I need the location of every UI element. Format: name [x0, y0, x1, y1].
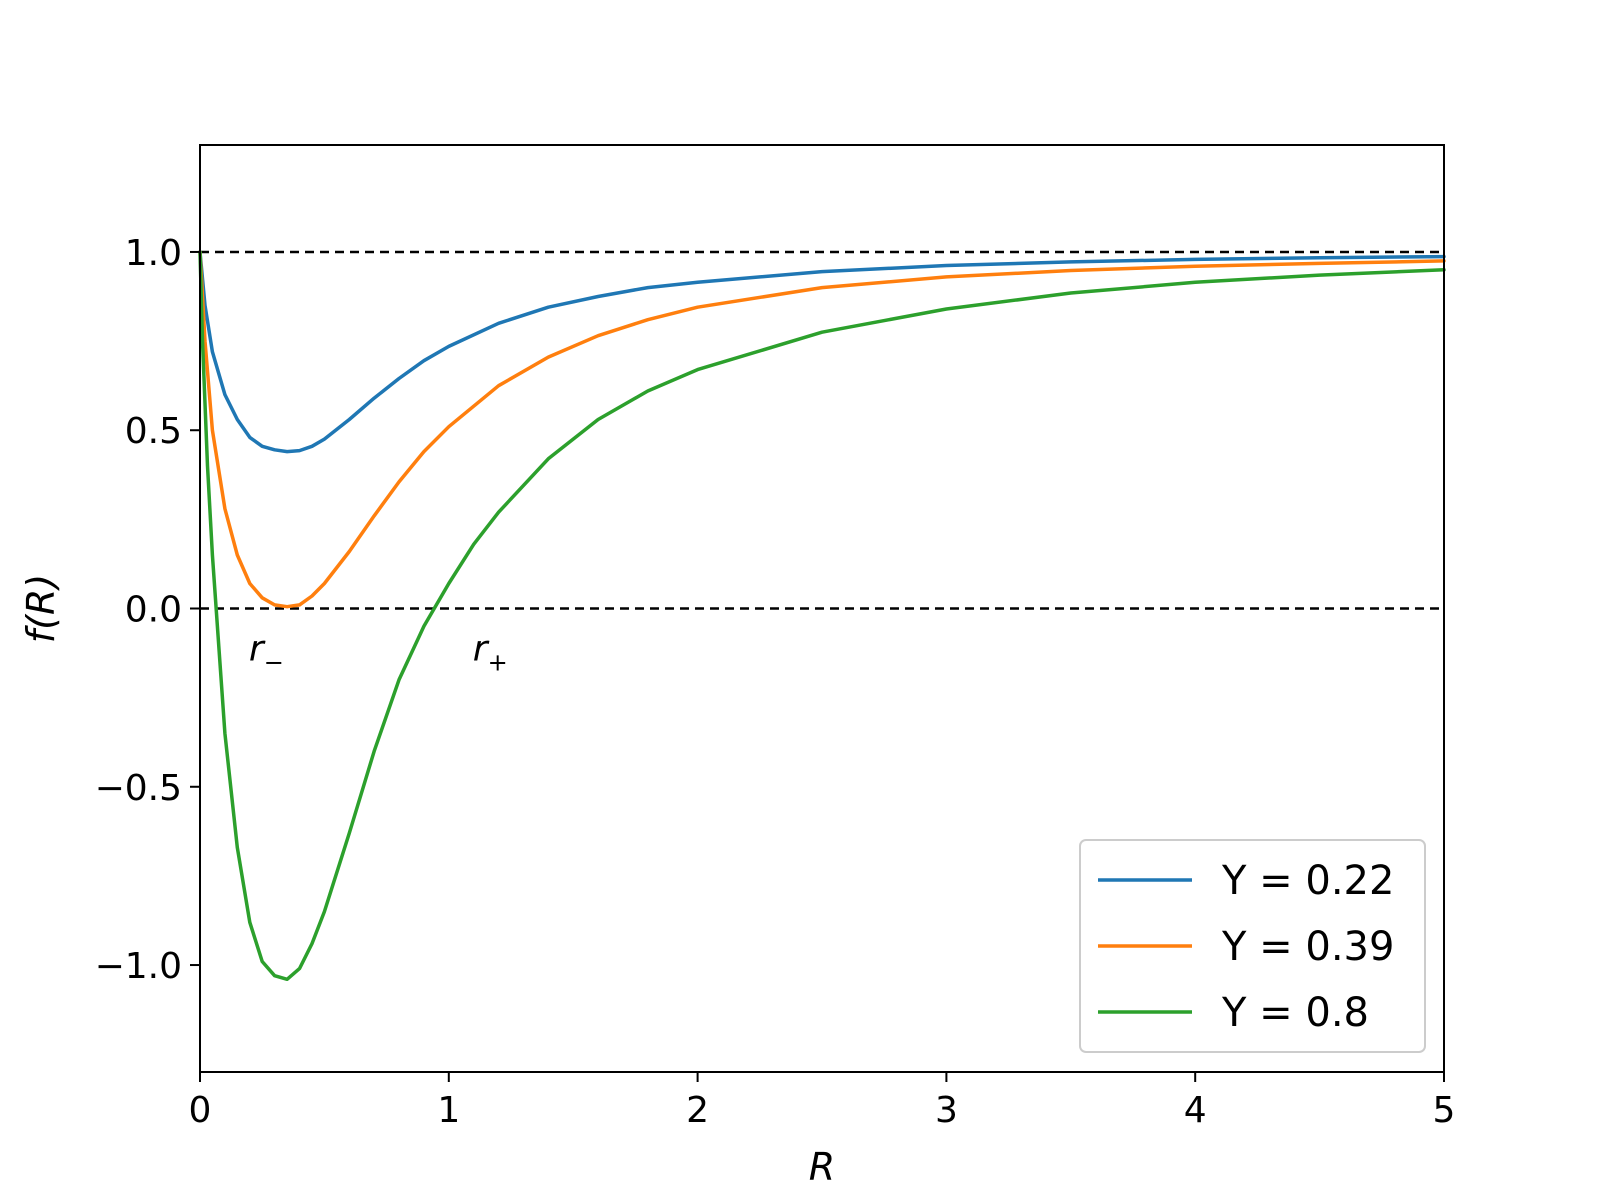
reference-lines — [200, 250, 1444, 610]
legend: Y = 0.22 Y = 0.39 Y = 0.8 — [1079, 839, 1426, 1053]
x-axis-label: R — [809, 1145, 835, 1189]
annotation-0: r− — [249, 629, 284, 677]
y-axis-label: f(R) — [19, 574, 63, 643]
annotation-1: r+ — [473, 629, 508, 677]
x-tick-label: 3 — [935, 1090, 958, 1131]
y-tick-label: −1.0 — [95, 946, 182, 987]
x-tick-label: 5 — [1433, 1090, 1456, 1131]
x-tick-label: 1 — [437, 1090, 460, 1131]
annotations: r− r+ — [249, 629, 508, 677]
x-tick-label: 4 — [1184, 1090, 1207, 1131]
y-tick-label: 0.0 — [125, 590, 182, 631]
x-tick-label: 2 — [686, 1090, 709, 1131]
x-axis: 0 1 2 3 4 5 — [189, 1072, 1456, 1131]
series-line-0 — [198, 250, 1446, 454]
series-line-1 — [198, 250, 1446, 609]
legend-label-0: Y = 0.22 — [1221, 858, 1394, 904]
y-tick-label: 0.5 — [125, 411, 182, 452]
y-tick-label: 1.0 — [125, 233, 182, 274]
legend-label-1: Y = 0.39 — [1221, 924, 1394, 970]
legend-box — [1079, 839, 1426, 1053]
x-tick-label: 0 — [189, 1090, 212, 1131]
y-tick-label: −0.5 — [95, 768, 182, 809]
plot-area — [198, 250, 1446, 982]
legend-label-2: Y = 0.8 — [1221, 990, 1369, 1036]
series-layer — [198, 250, 1446, 982]
y-axis: −1.0 −0.5 0.0 0.5 1.0 — [95, 233, 200, 987]
series-line-2 — [198, 250, 1446, 982]
